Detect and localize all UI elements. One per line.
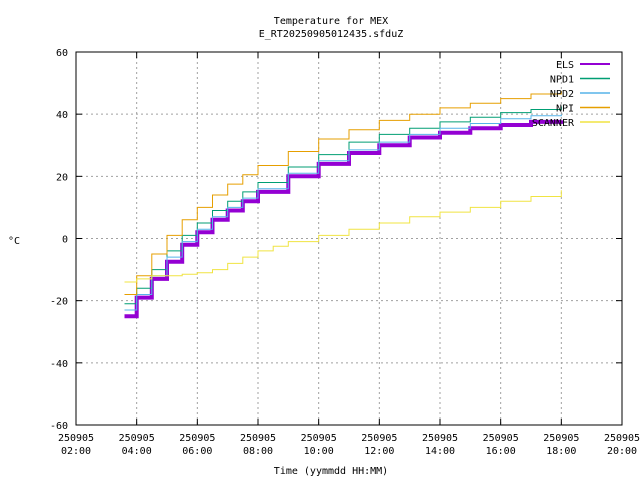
y-tick-label: 40 <box>56 110 68 121</box>
legend-label-npd1: NPD1 <box>550 75 574 86</box>
x-tick-date-label: 250905 <box>240 433 276 444</box>
y-axis-label: °C <box>8 236 20 247</box>
y-tick-label: 60 <box>56 48 68 59</box>
legend: ELS NPD1 NPD2 NPI SCANNER <box>532 60 610 129</box>
legend-label-els: ELS <box>556 60 574 71</box>
x-tick-date-label: 250905 <box>301 433 337 444</box>
legend-label-npi: NPI <box>556 104 574 115</box>
y-tick-label: -40 <box>50 359 68 370</box>
x-tick-date-label: 250905 <box>119 433 155 444</box>
grid-lines <box>76 52 622 425</box>
x-tick-time-label: 10:00 <box>304 446 334 457</box>
x-tick-time-label: 20:00 <box>607 446 637 457</box>
x-tick-time-label: 08:00 <box>243 446 273 457</box>
x-tick-date-label: 250905 <box>604 433 640 444</box>
y-tick-label: 20 <box>56 172 68 183</box>
y-tick-label: -60 <box>50 421 68 432</box>
x-tick-date-label: 250905 <box>58 433 94 444</box>
chart-title: Temperature for MEX <box>274 16 388 27</box>
series-line-els <box>124 119 564 319</box>
x-axis-ticks: 250905 02:00 250905 04:00 250905 06:00 250905 0… <box>58 52 640 457</box>
x-tick-time-label: 18:00 <box>546 446 576 457</box>
x-tick-date-label: 250905 <box>361 433 397 444</box>
x-tick-time-label: 06:00 <box>182 446 212 457</box>
x-tick-time-label: 02:00 <box>61 446 91 457</box>
x-tick-date-label: 250905 <box>422 433 458 444</box>
x-tick-date-label: 250905 <box>179 433 215 444</box>
series-line-scanner <box>124 190 562 283</box>
series-line-npd2 <box>124 114 562 311</box>
legend-label-scanner: SCANNER <box>532 118 575 129</box>
x-tick-time-label: 04:00 <box>122 446 152 457</box>
y-tick-label: -20 <box>50 297 68 308</box>
x-tick-date-label: 250905 <box>483 433 519 444</box>
x-tick-time-label: 16:00 <box>486 446 516 457</box>
series-lines <box>124 90 564 319</box>
x-axis-label: Time (yymmdd HH:MM) <box>274 466 388 477</box>
x-tick-time-label: 12:00 <box>364 446 394 457</box>
x-tick-date-label: 250905 <box>543 433 579 444</box>
y-tick-label: 0 <box>62 235 68 246</box>
chart-subtitle: E_RT20250905012435.sfduZ <box>259 29 404 40</box>
x-tick-time-label: 14:00 <box>425 446 455 457</box>
y-axis-ticks: -60 -40 -20 0 20 40 60 <box>50 48 622 432</box>
legend-label-npd2: NPD2 <box>550 89 574 100</box>
plot-frame <box>75 51 623 426</box>
series-line-npi <box>124 90 562 295</box>
